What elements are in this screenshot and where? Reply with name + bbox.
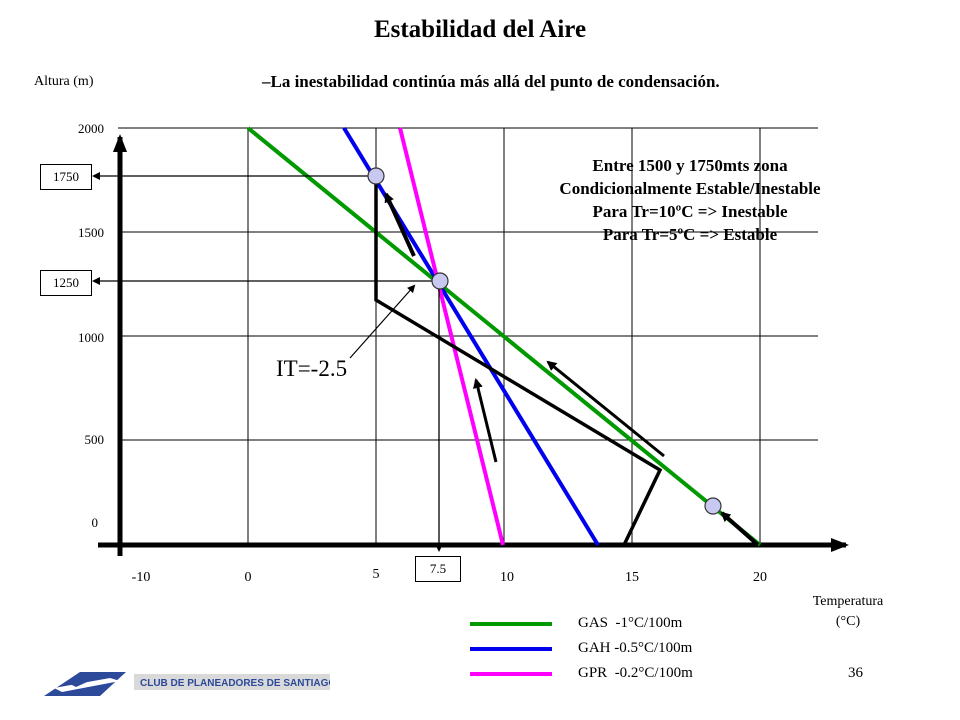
page-title: Estabilidad del Aire (373, 16, 587, 43)
subtitle: –La inestabilidad continúa más allá del … (262, 72, 720, 91)
legend-gpr-name: GPR (578, 665, 608, 681)
x-tick-neg10: -10 (131, 570, 151, 585)
x-tick-15: 15 (625, 570, 639, 585)
note-line-3: Para Tr=10ºC => Inestable (592, 202, 788, 221)
x-axis-label-line1: Temperatura (812, 594, 884, 609)
club-logo: CLUB DE PLANEADORES DE SANTIAGO (40, 666, 336, 707)
point-1250 (431, 272, 449, 290)
point-1750 (367, 167, 385, 185)
logo-text: CLUB DE PLANEADORES DE SANTIAGO (140, 678, 330, 689)
arrow-rise-right (546, 360, 665, 458)
y-axis-label: Altura (m) (34, 74, 94, 89)
arrow-rise-mid (473, 378, 498, 463)
legend-gas: GAS -1°C/100m (578, 615, 682, 632)
legend-gpr: GPR -0.2°C/100m (578, 665, 693, 682)
y-tick-500: 500 (84, 432, 105, 447)
y-tick-1500: 1500 (78, 225, 104, 240)
x-tick-0: 0 (244, 570, 252, 585)
parcel-path (374, 176, 663, 546)
glider-logo-icon: CLUB DE PLANEADORES DE SANTIAGO (40, 670, 336, 698)
x-tick-10: 10 (500, 570, 514, 585)
point-lower (704, 497, 722, 515)
legend-gas-rate: -1°C/100m (615, 615, 683, 631)
note-line-2: Condicionalmente Estable/Inestable (559, 179, 821, 198)
y-tick-0: 0 (91, 515, 99, 530)
level-box-1750: 1750 (40, 164, 92, 190)
x-tick-20: 20 (753, 570, 767, 585)
page-number: 36 (848, 665, 863, 681)
note-line-4: Para Tr=5ºC => Estable (602, 225, 778, 244)
note-line-1: Entre 1500 y 1750mts zona (592, 156, 788, 175)
arrow-rise-upper (384, 192, 416, 257)
stability-note: Entre 1500 y 1750mts zona Condicionalmen… (440, 154, 940, 246)
gas-line (246, 126, 762, 547)
legend-gas-name: GAS (578, 615, 609, 631)
it-pointer-arrow (349, 284, 416, 359)
arrow-rise-bottom (720, 511, 760, 547)
legend-gah-rate: -0.5°C/100m (614, 640, 693, 656)
x-axis-label-line2: (°C) (835, 614, 861, 629)
level-box-1250: 1250 (40, 270, 92, 296)
temp-box-7-5: 7.5 (415, 556, 461, 582)
legend-gah: GAH -0.5°C/100m (578, 640, 692, 657)
legend-gpr-rate: -0.2°C/100m (614, 665, 693, 681)
gpr-line (398, 127, 505, 546)
y-tick-2000: 2000 (78, 121, 104, 136)
x-axis-label: Temperatura (°C) (798, 592, 898, 632)
legend-gah-name: GAH (578, 640, 611, 656)
it-label: IT=-2.5 (276, 356, 348, 381)
x-tick-5: 5 (372, 567, 380, 582)
y-tick-1000: 1000 (78, 330, 104, 345)
